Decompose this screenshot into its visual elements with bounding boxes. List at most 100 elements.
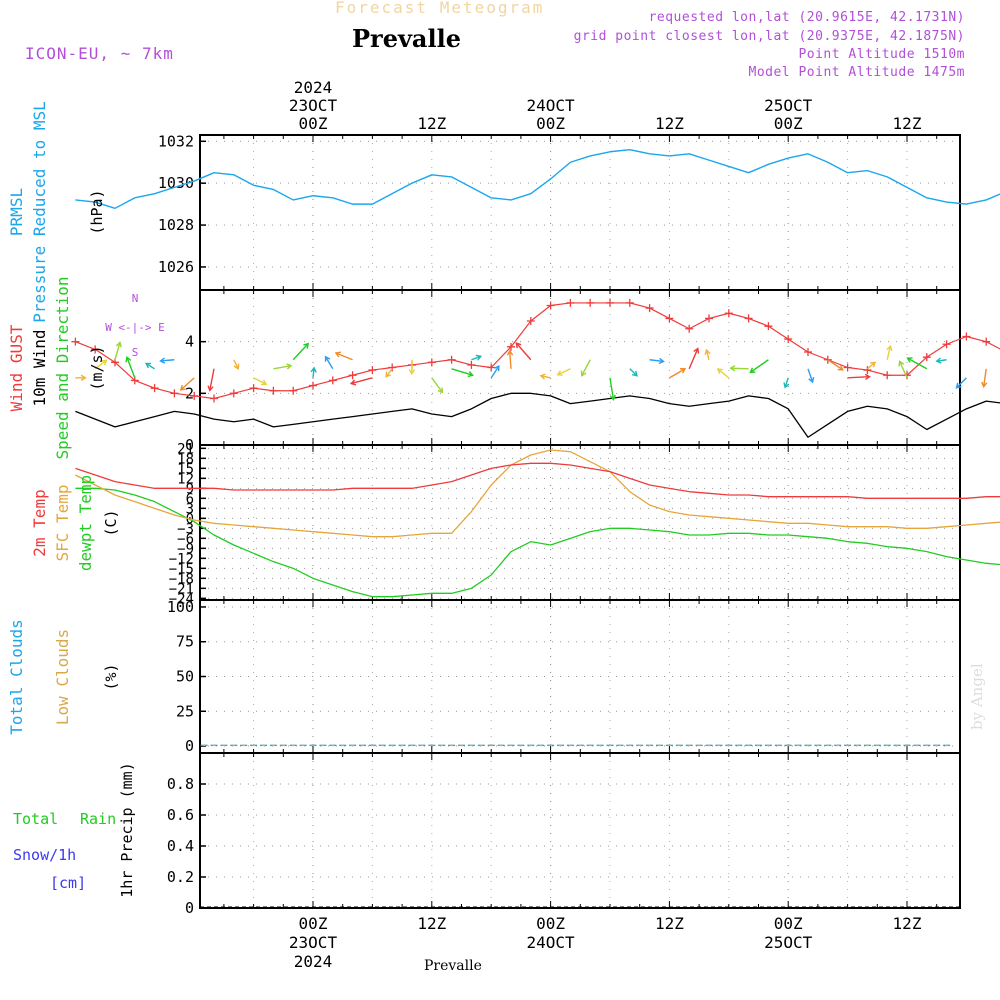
wind-arrow: [956, 377, 967, 389]
cloud-low-bar: [856, 744, 859, 747]
wind-gust-marker: [606, 298, 614, 307]
cloud-low-bar: [489, 744, 493, 747]
wind-gust-marker: [784, 335, 793, 344]
wind-gust-marker: [645, 304, 654, 313]
t-sfc-line: [75, 449, 1000, 538]
cloud-low-bar: [370, 744, 374, 747]
temperature-ytick-label: −12: [169, 551, 194, 567]
temperature-frame: [199, 444, 961, 601]
cloud-unit: (%): [102, 663, 120, 690]
wind-arrow-head: [716, 368, 723, 374]
requested-coords: requested lon,lat (20.9615E, 42.1731N): [648, 10, 965, 25]
wind-arrow: [335, 352, 353, 361]
t-dew-line: [75, 487, 1000, 598]
x-top-label: 00Z: [536, 114, 565, 133]
wind-arrow: [784, 377, 789, 388]
wind-arrow: [705, 349, 710, 360]
wind-gust-marker: [447, 355, 456, 364]
wind-arrow-head: [609, 394, 616, 401]
model-name: ICON-EU, ~ 7km: [25, 44, 174, 63]
wind-ytick-label: 2: [185, 384, 194, 402]
x-bottom-label: 12Z: [417, 914, 446, 933]
x-top-label: 2024: [294, 78, 333, 97]
cloud-low-bar: [766, 744, 770, 747]
temperature-ytick-label: −3: [177, 521, 194, 537]
wind-arrow-head: [679, 368, 687, 374]
wind-arrow: [581, 359, 591, 376]
wind-gust-marker: [309, 381, 317, 390]
wind-gust-marker: [982, 337, 991, 346]
wind-arrow-head: [870, 361, 877, 368]
wind-arrow-head: [783, 382, 790, 389]
cloud-low-bar: [945, 744, 949, 747]
wind-arrow: [233, 359, 239, 370]
wind-gust-marker: [804, 348, 812, 356]
precip-label: 1hr Precip (mm): [118, 762, 136, 897]
cloud-low-bar: [509, 744, 513, 747]
wind-gust-marker: [843, 363, 852, 372]
wind-arrow: [324, 356, 334, 370]
wind-arrow-head: [494, 364, 500, 372]
wind-arrow-head: [539, 373, 546, 380]
cloud-low-bar: [301, 744, 305, 747]
cloud-low-bar: [885, 744, 889, 747]
cloud-low-bar: [618, 744, 622, 747]
station-name: Prevalle: [352, 24, 461, 53]
wind-gust-marker: [170, 389, 179, 398]
temp-label-2m: 2m Temp: [30, 489, 49, 556]
wind-gust-marker: [487, 363, 496, 372]
cloud-low-bar: [242, 744, 246, 747]
wind-arrow: [983, 368, 987, 387]
x-top-label: 23OCT: [289, 96, 338, 115]
cloud-low-bar: [212, 744, 216, 747]
cloud-low-bar: [608, 744, 612, 747]
cloud-low-bar: [321, 744, 325, 747]
pressure-line: [75, 148, 1000, 210]
wind-arrow: [649, 359, 664, 363]
wind-arrow: [899, 361, 908, 379]
wind-label-10m: 10m Wind: [30, 329, 49, 406]
cloud-low-bar: [539, 744, 543, 747]
cloud-low-bar: [776, 744, 780, 747]
precip-legend-cm: [cm]: [50, 874, 86, 892]
x-bottom-label: 00Z: [299, 914, 328, 933]
clouds-ytick-label: 75: [176, 633, 194, 651]
cloud-low-bar: [479, 744, 483, 747]
wind-arrow-head: [475, 354, 483, 361]
pressure-label-prmsl: PRMSL: [7, 188, 26, 236]
cloud-low-bar: [420, 744, 424, 747]
wind-arrow-head: [159, 357, 166, 364]
cloud-low-bar: [390, 744, 394, 747]
wind-arrow: [886, 345, 892, 360]
cloud-low-bar: [677, 744, 681, 747]
cloud-low-bar: [925, 744, 929, 747]
wind-arrow: [145, 362, 155, 370]
wind-arrow-head: [898, 360, 905, 367]
cloud-low-bar: [628, 744, 632, 747]
cloud-low-bar: [549, 744, 553, 747]
cloud-low-bar: [578, 744, 582, 747]
wind-arrow: [385, 368, 393, 378]
wind-arrow-head: [955, 382, 962, 389]
wind-arrow-head: [408, 369, 416, 376]
cloud-low-bar: [806, 744, 810, 747]
wind-arrow: [160, 359, 175, 362]
precip-ytick-label: 0: [185, 899, 194, 917]
precip-legend-rain: Rain: [80, 810, 116, 828]
wind-gust-marker: [744, 314, 753, 323]
wind-arrow: [717, 368, 730, 379]
temperature-ytick-label: −9: [177, 541, 194, 557]
cloud-low-bar: [905, 744, 909, 747]
temperature-ytick-label: 6: [186, 491, 194, 507]
precip-ytick-label: 0.2: [167, 868, 194, 886]
wind-arrow: [807, 368, 814, 383]
wind-gust-marker: [150, 384, 159, 393]
cloud-low-bar: [440, 744, 444, 747]
wind-arrow-head: [864, 373, 871, 381]
cloud-low-bar: [707, 744, 711, 747]
cloud-low-bar: [737, 744, 741, 747]
cloud-low-bar: [796, 744, 800, 747]
wind-arrow: [936, 359, 947, 362]
cloud-low-bar: [202, 744, 206, 747]
wind-gust-marker: [962, 332, 971, 341]
